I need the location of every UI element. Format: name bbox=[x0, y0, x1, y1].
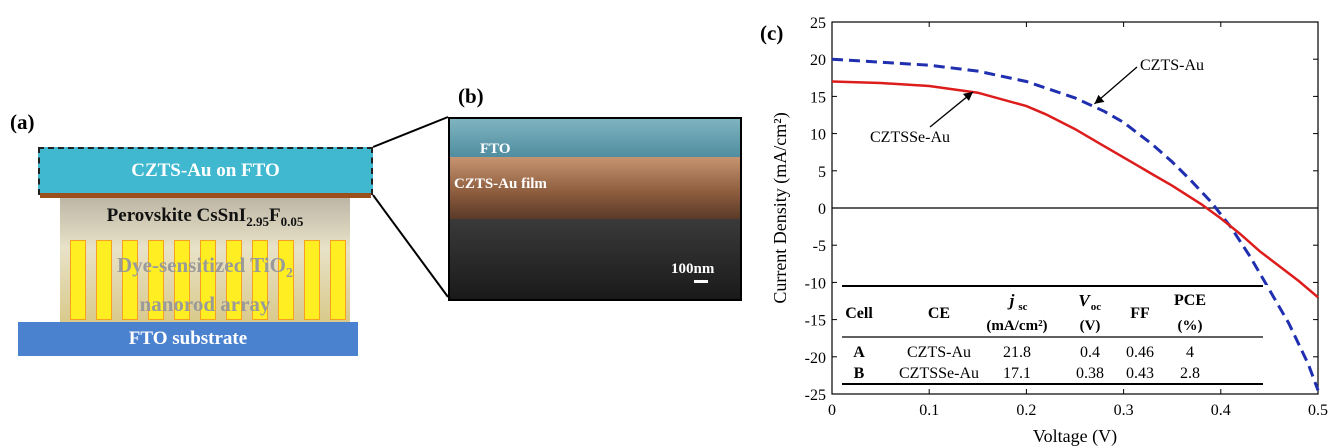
table-header-jsc: j bbox=[1007, 291, 1015, 310]
table-background bbox=[838, 285, 1267, 387]
table-cell: A bbox=[853, 344, 865, 361]
y-tick-label: -5 bbox=[813, 238, 826, 255]
au-interface-strip bbox=[40, 193, 371, 198]
tio2-nanorod bbox=[304, 240, 320, 320]
table-header-ce: CE bbox=[928, 305, 950, 322]
annotation-arrowhead bbox=[1094, 94, 1105, 104]
annotation-arrow bbox=[929, 91, 974, 128]
tio2-nanorod bbox=[70, 240, 86, 320]
table-cell: 2.8 bbox=[1180, 365, 1200, 382]
tio2-nanorod bbox=[96, 240, 112, 320]
x-tick-label: 0.5 bbox=[1308, 402, 1328, 419]
y-tick-label: 0 bbox=[818, 201, 826, 218]
device-schematic-panel: (a) Perovskite CsSnI2.95F0.05 Dye-sensit… bbox=[0, 0, 400, 447]
table-header-pce: PCE bbox=[1174, 292, 1206, 309]
x-axis-label: Voltage (V) bbox=[1033, 426, 1117, 447]
x-tick-label: 0.3 bbox=[1114, 402, 1134, 419]
panel-label-c: (c) bbox=[760, 21, 783, 45]
tio2-nanorod bbox=[174, 240, 190, 320]
tio2-nanorod bbox=[226, 240, 242, 320]
annotation-arrowhead bbox=[962, 91, 973, 101]
table-cell: CZTS-Au bbox=[907, 344, 971, 361]
table-header-voc-unit: (V) bbox=[1080, 318, 1101, 334]
y-tick-label: -10 bbox=[805, 275, 826, 292]
table-header-ff: FF bbox=[1130, 305, 1150, 322]
x-tick-label: 0.1 bbox=[919, 402, 939, 419]
czts-au-layer: CZTS-Au on FTO bbox=[38, 147, 373, 195]
tio2-nanorod bbox=[252, 240, 268, 320]
sem-fto-region bbox=[450, 119, 740, 159]
table-cell: 17.1 bbox=[1003, 365, 1031, 382]
sem-scale-bar bbox=[694, 280, 708, 283]
table-header-voc: V bbox=[1078, 291, 1091, 310]
y-tick-label: 15 bbox=[810, 89, 826, 106]
sem-czts-region bbox=[450, 157, 740, 219]
table-header-jsc-unit: (mA/cm²) bbox=[986, 318, 1047, 334]
y-tick-label: -15 bbox=[805, 313, 826, 330]
y-tick-label: -20 bbox=[805, 350, 826, 367]
perovskite-label: Perovskite CsSnI2.95F0.05 bbox=[106, 205, 304, 229]
tio2-label: Dye-sensitized TiO2 nanorod array bbox=[117, 253, 293, 317]
x-tick-label: 0 bbox=[828, 402, 836, 419]
sem-film-label: CZTS-Au film bbox=[454, 176, 547, 192]
table-cell: 0.43 bbox=[1126, 365, 1154, 382]
panel-label-b: (b) bbox=[458, 84, 484, 108]
table-cell: B bbox=[854, 365, 865, 382]
fto-substrate-layer: FTO substrate bbox=[18, 322, 358, 356]
panel-label-a: (a) bbox=[10, 110, 35, 134]
sem-substrate-region bbox=[450, 219, 740, 299]
annotation-czts-au: CZTS-Au bbox=[1140, 57, 1204, 74]
table-cell: 0.38 bbox=[1076, 365, 1104, 382]
annotation-cztsse-au: CZTSSe-Au bbox=[870, 129, 950, 146]
table-cell: 0.46 bbox=[1126, 344, 1154, 361]
x-tick-label: 0.2 bbox=[1016, 402, 1036, 419]
tio2-nanorod bbox=[122, 240, 138, 320]
tio2-nanorod bbox=[278, 240, 294, 320]
x-tick-label: 0.4 bbox=[1211, 402, 1231, 419]
annotation-arrow bbox=[1094, 66, 1138, 105]
series-line-czts-au bbox=[831, 57, 1320, 391]
jv-chart: (c) -25 -20 -15 -10 -5 0 5 10 15 20 25 0 0.1 0.2 0.3 0.4… bbox=[760, 15, 1328, 447]
sem-cross-section-image: FTO CZTS-Au film 100nm bbox=[448, 117, 742, 301]
y-tick-label: -25 bbox=[805, 387, 826, 404]
y-tick-label: 5 bbox=[818, 164, 826, 181]
tio2-nanorod bbox=[330, 240, 346, 320]
table-cell: 0.4 bbox=[1080, 344, 1100, 361]
series-line-cztsse-au bbox=[831, 80, 1319, 299]
y-tick-label: 25 bbox=[810, 15, 826, 32]
table-header-voc-sub: oc bbox=[1091, 301, 1102, 313]
table-cell: CZTSSe-Au bbox=[899, 365, 979, 382]
table-header-jsc-sub: sc bbox=[1018, 301, 1027, 313]
table-cell: 4 bbox=[1186, 344, 1194, 361]
table-header-cell: Cell bbox=[845, 305, 873, 322]
sem-fto-label: FTO bbox=[480, 141, 511, 157]
table-cell: 21.8 bbox=[1003, 344, 1031, 361]
tio2-nanorod bbox=[148, 240, 164, 320]
y-axis-label: Current Density (mA/cm²) bbox=[770, 112, 791, 303]
y-tick-label: 10 bbox=[810, 127, 826, 144]
y-tick-label: 20 bbox=[810, 52, 826, 69]
sem-scale-label: 100nm bbox=[671, 261, 715, 277]
tio2-nanorod bbox=[200, 240, 216, 320]
table-header-pce-unit: (%) bbox=[1178, 318, 1203, 334]
